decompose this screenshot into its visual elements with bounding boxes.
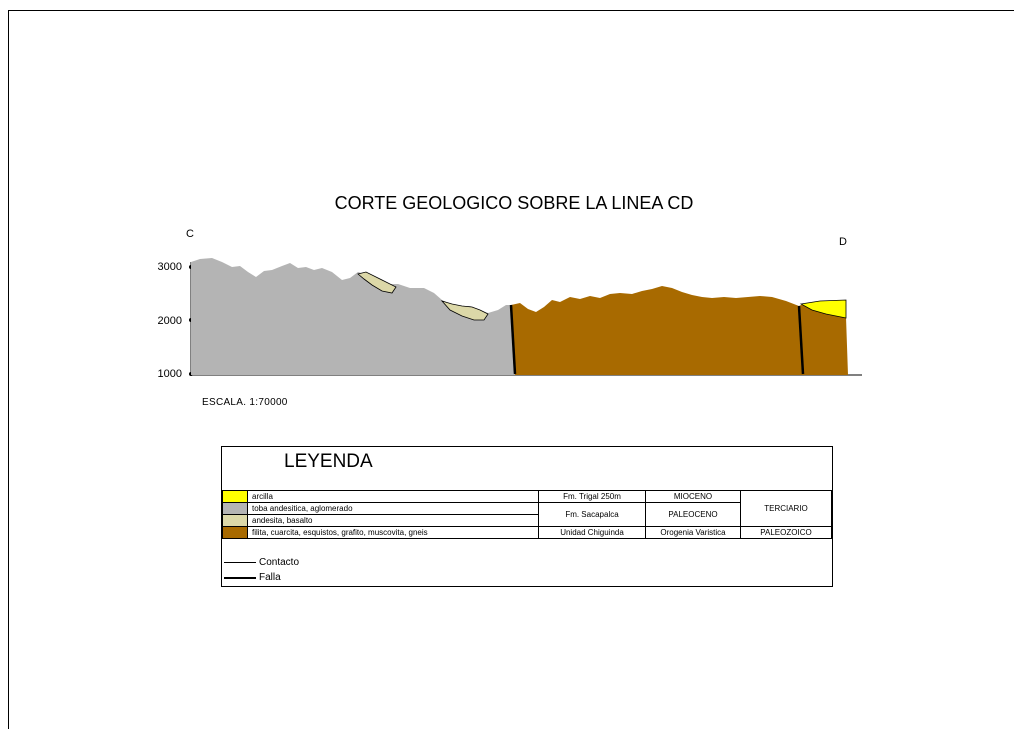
legend-title: LEYENDA bbox=[284, 451, 373, 473]
legend-table: arcilla Fm. Trigal 250m MIOCENO TERCIARI… bbox=[222, 490, 832, 539]
legend-age-mioceno: MIOCENO bbox=[646, 491, 741, 503]
legend-swatch-filita bbox=[223, 527, 248, 539]
legend-era-terciario: TERCIARIO bbox=[741, 491, 832, 527]
legend-swatch-arcilla bbox=[223, 491, 248, 503]
legend-contact-row: Contacto bbox=[224, 557, 299, 568]
legend-formation-trigal: Fm. Trigal 250m bbox=[539, 491, 646, 503]
legend-desc-filita: filita, cuarcita, esquistos, grafito, mu… bbox=[248, 527, 539, 539]
legend-fault-row: Falla bbox=[224, 572, 281, 583]
fault-line-sample bbox=[224, 577, 256, 579]
legend-row: arcilla Fm. Trigal 250m MIOCENO TERCIARI… bbox=[223, 491, 832, 503]
legend-desc-toba: toba andesitica, aglomerado bbox=[248, 503, 539, 515]
legend-contact-label: Contacto bbox=[259, 557, 299, 568]
contact-line-sample bbox=[224, 562, 256, 563]
legend-swatch-toba bbox=[223, 503, 248, 515]
legend-age-varistica: Orogenia Varistica bbox=[646, 527, 741, 539]
legend-desc-andesita: andesita, basalto bbox=[248, 515, 539, 527]
legend-row: toba andesitica, aglomerado Fm. Sacapalc… bbox=[223, 503, 832, 515]
legend-age-paleoceno: PALEOCENO bbox=[646, 503, 741, 527]
legend-formation-sacapalca: Fm. Sacapalca bbox=[539, 503, 646, 527]
legend-box: LEYENDA arcilla Fm. Trigal 250m MIOCENO … bbox=[221, 446, 833, 587]
scale-label: ESCALA. 1:70000 bbox=[202, 397, 288, 408]
legend-swatch-andesita bbox=[223, 515, 248, 527]
legend-fault-label: Falla bbox=[259, 572, 281, 583]
legend-row: filita, cuarcita, esquistos, grafito, mu… bbox=[223, 527, 832, 539]
legend-desc-arcilla: arcilla bbox=[248, 491, 539, 503]
unit-filita bbox=[511, 286, 848, 375]
legend-era-paleozoico: PALEOZOICO bbox=[741, 527, 832, 539]
legend-formation-chiguinda: Unidad Chiguinda bbox=[539, 527, 646, 539]
